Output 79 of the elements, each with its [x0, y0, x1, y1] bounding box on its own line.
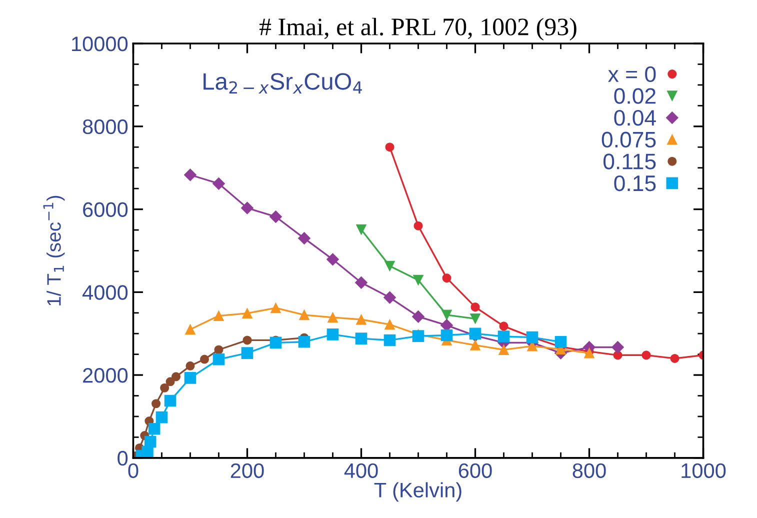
x-tick-label: 1000: [682, 463, 726, 478]
point: [270, 302, 281, 314]
point: [470, 313, 480, 324]
point: [214, 310, 224, 321]
legend-label: 0.04: [614, 110, 656, 126]
point: [356, 224, 366, 235]
y-tick-label: 2000: [83, 368, 128, 383]
point: [384, 260, 395, 272]
point: [328, 312, 338, 323]
y-tick-label: 0: [118, 450, 128, 466]
y-tick-label: 4000: [82, 285, 128, 300]
point: [385, 142, 394, 152]
point: [355, 332, 368, 344]
point: [498, 330, 510, 342]
point: [412, 310, 424, 323]
point: [164, 394, 176, 407]
y-tick-label: 8000: [82, 119, 128, 134]
x-tick-label: 600: [458, 463, 492, 478]
point: [298, 336, 310, 348]
point: [413, 274, 424, 286]
point: [442, 274, 452, 283]
point: [212, 177, 225, 190]
point: [355, 276, 368, 289]
point: [326, 253, 339, 266]
point: [356, 314, 366, 325]
point: [384, 291, 396, 304]
point: [384, 334, 396, 346]
point: [554, 336, 567, 348]
point: [214, 345, 224, 354]
point: [152, 399, 161, 408]
x-axis-title: T (Kelvin): [374, 482, 462, 502]
point: [240, 202, 254, 214]
legend-label: x = 0: [608, 66, 656, 82]
point: [326, 328, 339, 340]
point: [186, 361, 195, 370]
point: [414, 221, 423, 230]
x-tick-label: 0: [128, 463, 138, 478]
point: [440, 329, 453, 342]
legend-label: 0.02: [614, 88, 656, 104]
legend-label: 0.15: [614, 175, 656, 192]
point: [469, 328, 482, 340]
x-tick-label: 200: [230, 463, 264, 478]
legend-label: 0.115: [603, 154, 656, 170]
point: [200, 354, 209, 364]
point: [584, 348, 594, 358]
point: [470, 302, 480, 312]
point: [166, 377, 175, 386]
point: [299, 310, 310, 320]
point: [184, 168, 196, 182]
point: [184, 372, 196, 384]
point: [242, 308, 252, 318]
point: [499, 322, 508, 331]
annotation: La$_{2−x}$Sr$_{x}$CuO$_{4}$: [204, 73, 362, 94]
point: [298, 232, 310, 245]
point: [498, 344, 509, 355]
point: [156, 411, 168, 424]
point: [144, 436, 156, 448]
point: [242, 336, 252, 345]
point: [384, 319, 395, 330]
legend-label: 0.075: [602, 132, 656, 148]
point: [160, 383, 170, 392]
point: [241, 347, 254, 359]
y-tick-label: 10000: [72, 36, 128, 52]
point: [642, 350, 651, 360]
point: [212, 353, 225, 366]
point: [171, 372, 180, 382]
point: [270, 336, 282, 349]
y-tick-label: 6000: [83, 202, 128, 218]
x-tick-label: 400: [344, 463, 378, 478]
x-tick-label: 800: [572, 463, 606, 478]
point: [612, 341, 624, 354]
point: [148, 423, 160, 435]
point: [670, 354, 680, 363]
point: [269, 210, 282, 223]
point: [470, 340, 480, 350]
y-axis-title: 1/ T$_{1}$ (sec$^{−1}$): [43, 196, 65, 306]
point: [185, 324, 196, 335]
point: [442, 310, 452, 320]
chart-title: # Imai, et al. PRL 70, 1002 (93): [259, 18, 576, 41]
